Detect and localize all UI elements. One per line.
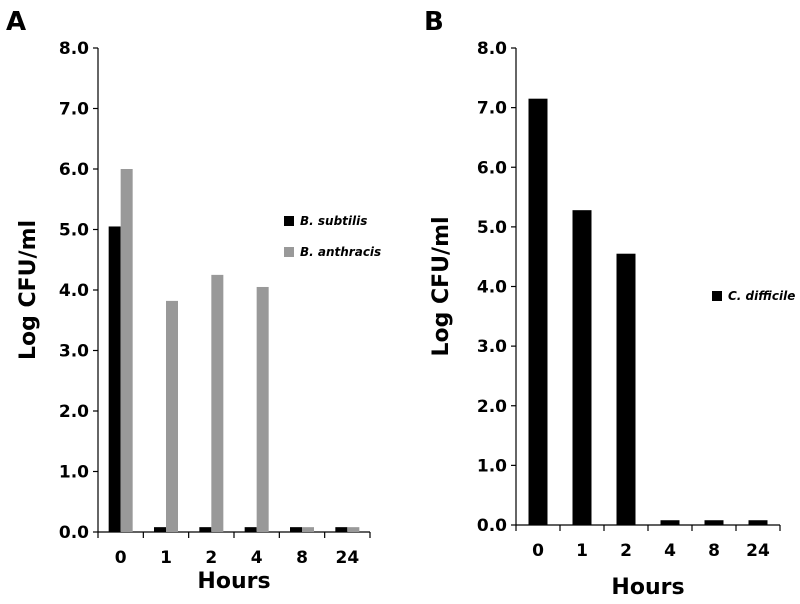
y-tick-label: 2.0 [59,402,89,422]
x-tick-label: 2 [205,548,217,568]
y-tick-label: 7.0 [477,99,507,119]
y-tick-label: 5.0 [59,221,89,241]
bar-b-subtilis [154,527,166,532]
bar-c-difficile [660,520,680,525]
panel-letter-b: B [424,7,444,37]
bar-b-subtilis [244,527,257,532]
legend-swatch [712,291,722,301]
legend-label: B. anthracis [300,245,381,259]
bar-c-difficile [572,210,592,525]
bar-c-difficile [528,98,548,526]
y-tick-label: 3.0 [477,337,507,357]
legend-swatch [284,247,294,257]
bar-b-anthracis [256,286,269,532]
y-axis-title: Log CFU/ml [16,220,41,360]
chart-b-svg: B 0.01.02.03.04.05.06.07.08.00 1 2 4 8 24Log … [424,7,795,600]
bar-b-anthracis [302,527,314,532]
x-tick-label: 1 [576,541,588,561]
y-tick-label: 0.0 [477,516,507,536]
bar-c-difficile [704,520,724,525]
bar-b-anthracis [211,274,224,532]
y-tick-label: 4.0 [59,281,89,301]
x-axis-title: Hours [611,575,684,600]
x-tick-label: 24 [335,548,359,568]
bar-b-subtilis [290,527,302,532]
y-tick-label: 1.0 [477,456,507,476]
bar-b-subtilis [335,527,348,532]
y-axis-title: Log CFU/ml [429,216,454,356]
y-tick-label: 6.0 [59,160,89,180]
x-tick-label: 0 [532,541,544,561]
panel-letter-a: A [6,7,26,37]
y-tick-label: 0.0 [59,523,89,543]
legend-label: B. subtilis [300,214,367,228]
legend-swatch [284,216,294,226]
x-tick-label: 4 [251,548,263,568]
bar-b-anthracis [166,300,178,532]
y-tick-label: 6.0 [477,158,507,178]
legend-label: C. difficile [728,289,795,303]
x-tick-label: 0 [115,548,127,568]
x-tick-label: 8 [708,541,720,561]
chart-panel-a: A 0.0 1.0 2.0 3.0 4.0 5.0 6.0 7.0 8.0 0 1 2 4 8 24 Log … [6,7,381,594]
y-tick-label: 8.0 [477,39,507,59]
bar-b-anthracis [347,527,360,532]
bar-b-subtilis [108,226,121,532]
chart-panel-b: B 0.0 1.0 2.0 3.0 4.0 5.0 6.0 7.0 8.0 0 1 2 4 8 24 Log … [410,0,800,604]
bar-b-anthracis [120,169,133,532]
y-tick-label: 2.0 [477,397,507,417]
chart-a-svg: A 0.01.02.03.04.05.06.07.08.00 1 2 4 8 24Log … [6,7,381,594]
x-tick-label: 24 [746,541,770,561]
y-tick-label: 4.0 [477,278,507,298]
y-tick-label: 3.0 [59,342,89,362]
y-tick-label: 5.0 [477,218,507,238]
y-tick-label: 1.0 [59,463,89,483]
bar-b-subtilis [199,527,212,532]
x-tick-label: 2 [620,541,632,561]
bar-c-difficile [748,520,768,525]
y-tick-label: 8.0 [59,39,89,59]
x-tick-label: 1 [160,548,172,568]
y-tick-label: 7.0 [59,100,89,120]
x-tick-label: 8 [296,548,308,568]
x-axis-title: Hours [197,569,270,594]
bar-c-difficile [616,253,636,526]
x-tick-label: 4 [664,541,676,561]
